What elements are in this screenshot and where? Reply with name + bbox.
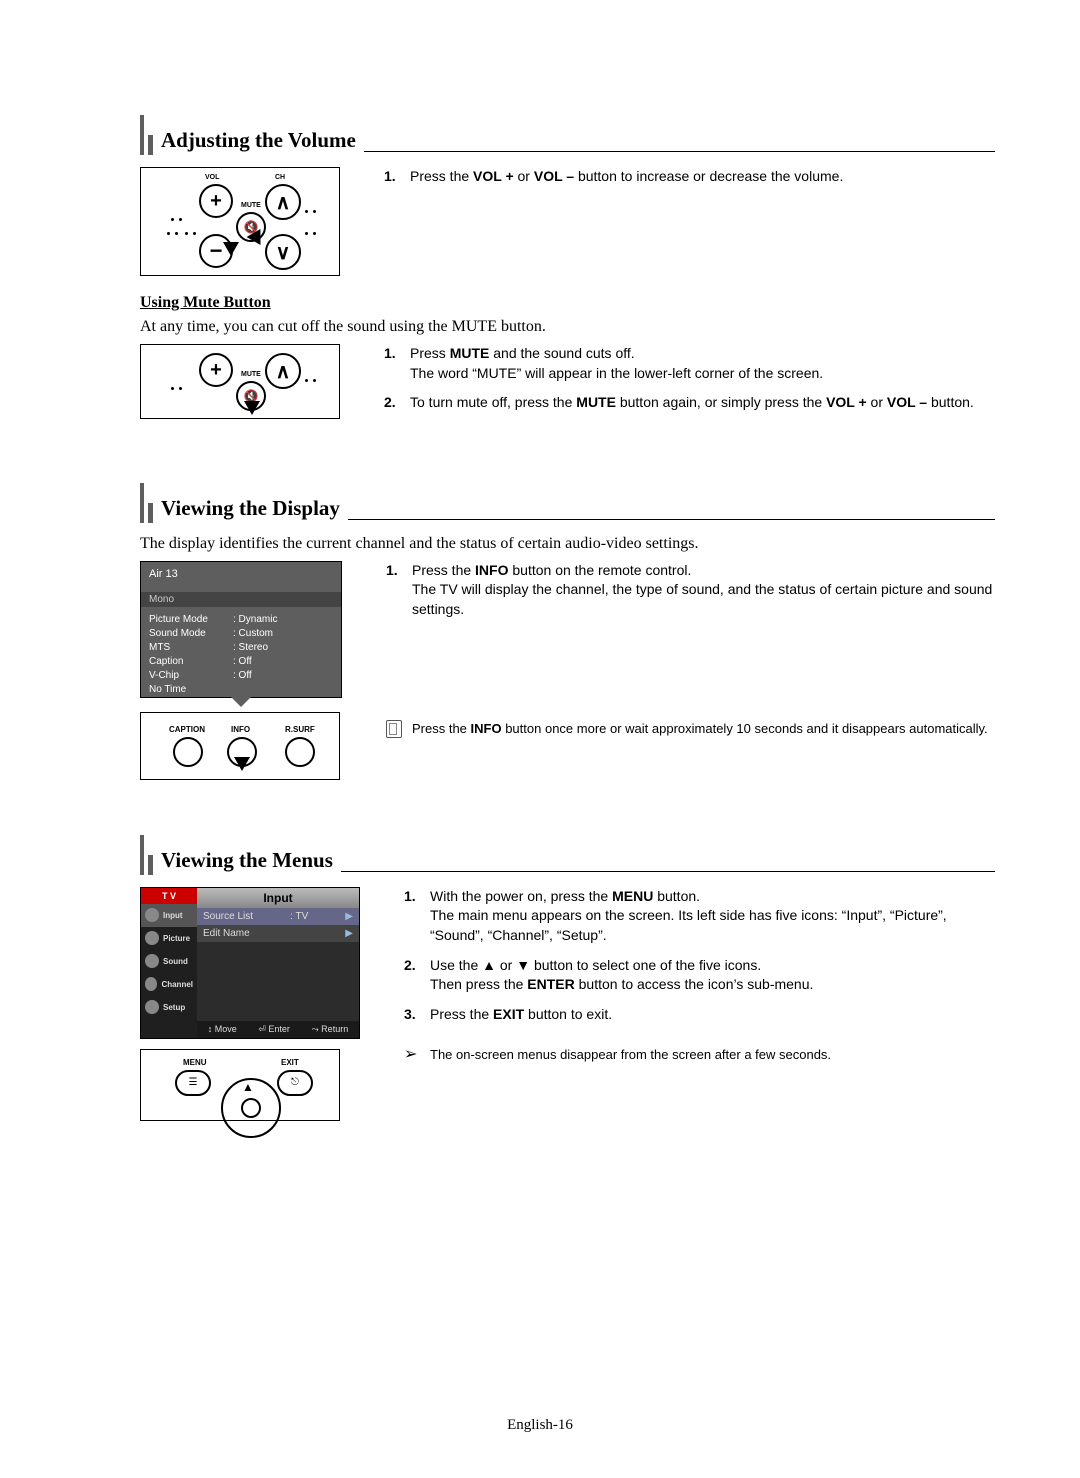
step-2: 2. Use the ▲ or ▼ button to select one o… — [404, 956, 995, 995]
footer-enter: ⏎ Enter — [258, 1024, 290, 1035]
step-3: 3. Press the EXIT button to exit. — [404, 1005, 995, 1025]
section-rule — [364, 151, 995, 152]
steps-display: 1. Press the INFO button on the remote c… — [386, 561, 995, 738]
steps-vol: 1. Press the VOL + or VOL – button to in… — [384, 167, 995, 197]
text: With the power on, press the MENU button… — [430, 888, 947, 943]
ch-up-button: ∧ — [265, 184, 301, 220]
step-1: 1. Press the VOL + or VOL – button to in… — [384, 167, 995, 187]
note-icon — [386, 720, 402, 738]
section-header: Adjusting the Volume — [140, 115, 995, 155]
step-1: 1. Press MUTE and the sound cuts off. Th… — [384, 344, 995, 383]
figure-column: T V Input Picture Sound Channel Setup In… — [140, 887, 360, 1121]
exit-button: ⎋ — [277, 1070, 313, 1096]
text: Use the ▲ or ▼ button to select one of t… — [430, 957, 813, 993]
text: To turn mute off, press the MUTE button … — [410, 394, 974, 410]
figure-remote-info: CAPTION INFO R.SURF — [140, 712, 340, 780]
sidebar-item-picture: Picture — [141, 927, 197, 950]
label-vol: VOL — [205, 174, 219, 181]
arrow-icon: ➢ — [404, 1044, 417, 1066]
osd-mono: Mono — [141, 592, 341, 607]
rsurf-button — [285, 737, 315, 767]
label-ch: CH — [275, 174, 285, 181]
section-title: Viewing the Menus — [161, 848, 333, 875]
section-header: Viewing the Display — [140, 483, 995, 523]
section-header: Viewing the Menus — [140, 835, 995, 875]
figure-remote-volume: VOL CH MUTE + − ∧ ∨ 🔇 — [140, 167, 340, 276]
menu-row-editname: Edit Name▶ — [197, 925, 359, 942]
step-2: 2. To turn mute off, press the MUTE butt… — [384, 393, 995, 413]
header-bars — [140, 835, 153, 875]
text: Press MUTE and the sound cuts off. The w… — [410, 345, 823, 381]
label-menu: MENU — [183, 1058, 207, 1067]
sidebar-item-setup: Setup — [141, 996, 197, 1019]
sidebar-item-input: Input — [141, 904, 197, 927]
ch-up-button: ∧ — [265, 353, 301, 389]
note-text: The on-screen menus disappear from the s… — [430, 1047, 831, 1062]
header-bars — [140, 115, 153, 155]
osd-title: Input — [197, 888, 359, 908]
sidebar-item-channel: Channel — [141, 973, 197, 996]
figure-column: Air 13 Mono Picture Mode: Dynamic Sound … — [140, 561, 342, 780]
row-menus: T V Input Picture Sound Channel Setup In… — [140, 887, 995, 1121]
figure-remote-menu: MENU EXIT ☰ ⎋ ▲ — [140, 1049, 340, 1121]
step-1: 1. With the power on, press the MENU but… — [404, 887, 995, 946]
section-viewing-menus: Viewing the Menus T V Input Picture Soun… — [140, 835, 995, 1121]
osd-menu: T V Input Picture Sound Channel Setup In… — [140, 887, 360, 1039]
section-rule — [341, 871, 995, 872]
osd-channel: Air 13 — [141, 562, 341, 586]
manual-page: Adjusting the Volume VOL CH MUTE + − ∧ ∨… — [0, 0, 1080, 1478]
display-intro: The display identifies the current chann… — [140, 535, 995, 553]
footer-return: ⤳ Return — [311, 1024, 348, 1035]
label-mute: MUTE — [241, 202, 261, 209]
osd-main: Input Source List: TV▶ Edit Name▶ ↕ Move… — [197, 888, 359, 1038]
caption-button — [173, 737, 203, 767]
text: Press the EXIT button to exit. — [430, 1006, 612, 1022]
ch-down-button: ∨ — [265, 234, 301, 270]
sidebar-item-sound: Sound — [141, 950, 197, 973]
steps-menus: 1. With the power on, press the MENU but… — [404, 887, 995, 1065]
vol-plus-button: + — [199, 184, 233, 218]
menu-button: ☰ — [175, 1070, 211, 1096]
steps-mute: 1. Press MUTE and the sound cuts off. Th… — [384, 344, 995, 423]
label-exit: EXIT — [281, 1058, 299, 1067]
menu-row-source: Source List: TV▶ — [197, 908, 359, 925]
mute-intro: At any time, you can cut off the sound u… — [140, 318, 995, 336]
vol-plus-button: + — [199, 353, 233, 387]
label-mute: MUTE — [241, 371, 261, 378]
sidebar-header: T V — [141, 888, 197, 904]
note-menus: ➢ The on-screen menus disappear from the… — [404, 1046, 995, 1064]
label-rsurf: R.SURF — [285, 725, 315, 734]
sub-heading-mute: Using Mute Button — [140, 294, 995, 312]
text: Press the INFO button on the remote cont… — [412, 562, 992, 617]
section-title: Adjusting the Volume — [161, 128, 356, 155]
note-text: Press the INFO button once more or wait … — [412, 721, 988, 736]
osd-display: Air 13 Mono Picture Mode: Dynamic Sound … — [140, 561, 342, 698]
label-info: INFO — [231, 725, 250, 734]
label-caption: CAPTION — [169, 725, 205, 734]
section-title: Viewing the Display — [161, 496, 340, 523]
page-number: English-16 — [0, 1417, 1080, 1434]
osd-sidebar: T V Input Picture Sound Channel Setup — [141, 888, 197, 1038]
text: Press the VOL + or VOL – button to incre… — [410, 168, 843, 184]
row-display: Air 13 Mono Picture Mode: Dynamic Sound … — [140, 561, 995, 780]
footer-move: ↕ Move — [208, 1024, 237, 1035]
header-bars — [140, 483, 153, 523]
note-info: Press the INFO button once more or wait … — [386, 720, 995, 738]
step-1: 1. Press the INFO button on the remote c… — [386, 561, 995, 620]
section-viewing-display: Viewing the Display The display identifi… — [140, 483, 995, 780]
row-mute: + ∧ MUTE 🔇 1. Press MUTE and the sound c… — [140, 344, 995, 423]
row-vol: VOL CH MUTE + − ∧ ∨ 🔇 1. — [140, 167, 995, 276]
figure-remote-mute: + ∧ MUTE 🔇 — [140, 344, 340, 419]
section-adjusting-volume: Adjusting the Volume VOL CH MUTE + − ∧ ∨… — [140, 115, 995, 423]
section-rule — [348, 519, 995, 520]
osd-footer: ↕ Move ⏎ Enter ⤳ Return — [197, 1021, 359, 1038]
